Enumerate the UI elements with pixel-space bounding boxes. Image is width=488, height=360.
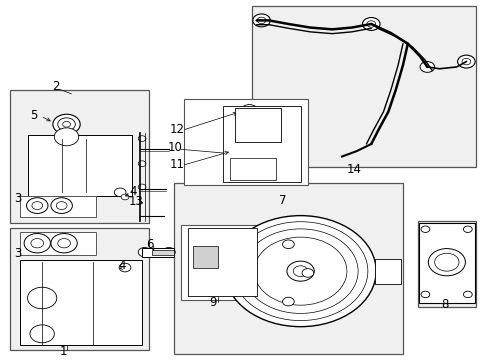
Bar [251, 6, 475, 167]
Circle shape [58, 239, 70, 248]
Circle shape [233, 222, 367, 320]
Circle shape [119, 263, 131, 272]
Text: 3: 3 [14, 247, 21, 260]
Text: 1: 1 [59, 345, 67, 357]
Circle shape [282, 297, 294, 306]
Circle shape [189, 252, 216, 272]
Circle shape [240, 104, 258, 117]
Circle shape [238, 147, 250, 156]
Circle shape [243, 229, 357, 314]
Circle shape [463, 291, 471, 298]
Text: 11: 11 [169, 158, 184, 171]
Circle shape [257, 17, 265, 24]
Circle shape [121, 194, 129, 200]
Bar [193, 246, 217, 267]
Text: 5: 5 [30, 109, 37, 122]
Circle shape [252, 14, 270, 27]
Text: 12: 12 [169, 123, 184, 136]
Text: 8: 8 [441, 298, 448, 311]
Text: 4: 4 [129, 185, 136, 198]
Circle shape [51, 234, 77, 253]
Circle shape [62, 121, 70, 127]
Circle shape [114, 188, 126, 197]
Circle shape [463, 226, 471, 233]
Circle shape [138, 136, 146, 141]
Circle shape [362, 18, 379, 31]
Bar [181, 225, 261, 300]
Circle shape [434, 253, 458, 271]
Circle shape [286, 261, 314, 281]
Circle shape [282, 240, 294, 248]
Circle shape [138, 248, 151, 257]
Bar [10, 90, 149, 223]
Circle shape [420, 291, 429, 298]
Circle shape [293, 266, 307, 276]
Circle shape [457, 55, 474, 68]
Circle shape [30, 325, 54, 343]
Bar [27, 135, 132, 196]
Bar [222, 106, 300, 181]
Circle shape [232, 142, 256, 160]
Text: 7: 7 [278, 194, 285, 207]
Circle shape [54, 128, 79, 146]
Circle shape [461, 58, 470, 65]
Circle shape [254, 237, 346, 305]
Bar [20, 196, 96, 217]
Circle shape [31, 239, 43, 248]
Bar [234, 108, 281, 142]
Bar [20, 260, 142, 345]
Bar [374, 258, 400, 284]
Bar [418, 223, 474, 303]
Circle shape [419, 62, 434, 72]
Bar [152, 249, 173, 255]
Circle shape [427, 248, 465, 276]
Circle shape [26, 198, 48, 213]
Text: 3: 3 [14, 192, 21, 205]
Bar [229, 158, 276, 180]
Text: 13: 13 [128, 195, 143, 208]
Bar [417, 221, 475, 307]
Circle shape [56, 202, 67, 210]
Text: 9: 9 [209, 296, 216, 309]
Circle shape [53, 114, 80, 134]
Bar [173, 183, 402, 354]
Circle shape [24, 234, 50, 253]
Bar [142, 248, 173, 257]
Text: 4: 4 [119, 259, 126, 272]
Circle shape [51, 198, 72, 213]
Circle shape [228, 258, 240, 266]
Bar [188, 228, 256, 296]
Circle shape [237, 162, 256, 176]
Bar [183, 99, 307, 185]
Circle shape [224, 216, 375, 327]
Bar [20, 232, 96, 255]
Circle shape [420, 226, 429, 233]
Text: 2: 2 [52, 80, 59, 93]
Circle shape [162, 248, 175, 257]
Circle shape [366, 21, 375, 27]
Circle shape [58, 118, 75, 131]
Bar [10, 228, 149, 350]
Circle shape [27, 287, 57, 309]
Circle shape [222, 253, 246, 271]
Circle shape [32, 202, 42, 210]
Text: 14: 14 [346, 163, 361, 176]
Text: 6: 6 [146, 238, 153, 252]
Circle shape [196, 257, 209, 267]
Circle shape [302, 269, 313, 277]
Circle shape [138, 161, 146, 167]
Circle shape [138, 184, 146, 190]
Text: 10: 10 [167, 141, 183, 154]
